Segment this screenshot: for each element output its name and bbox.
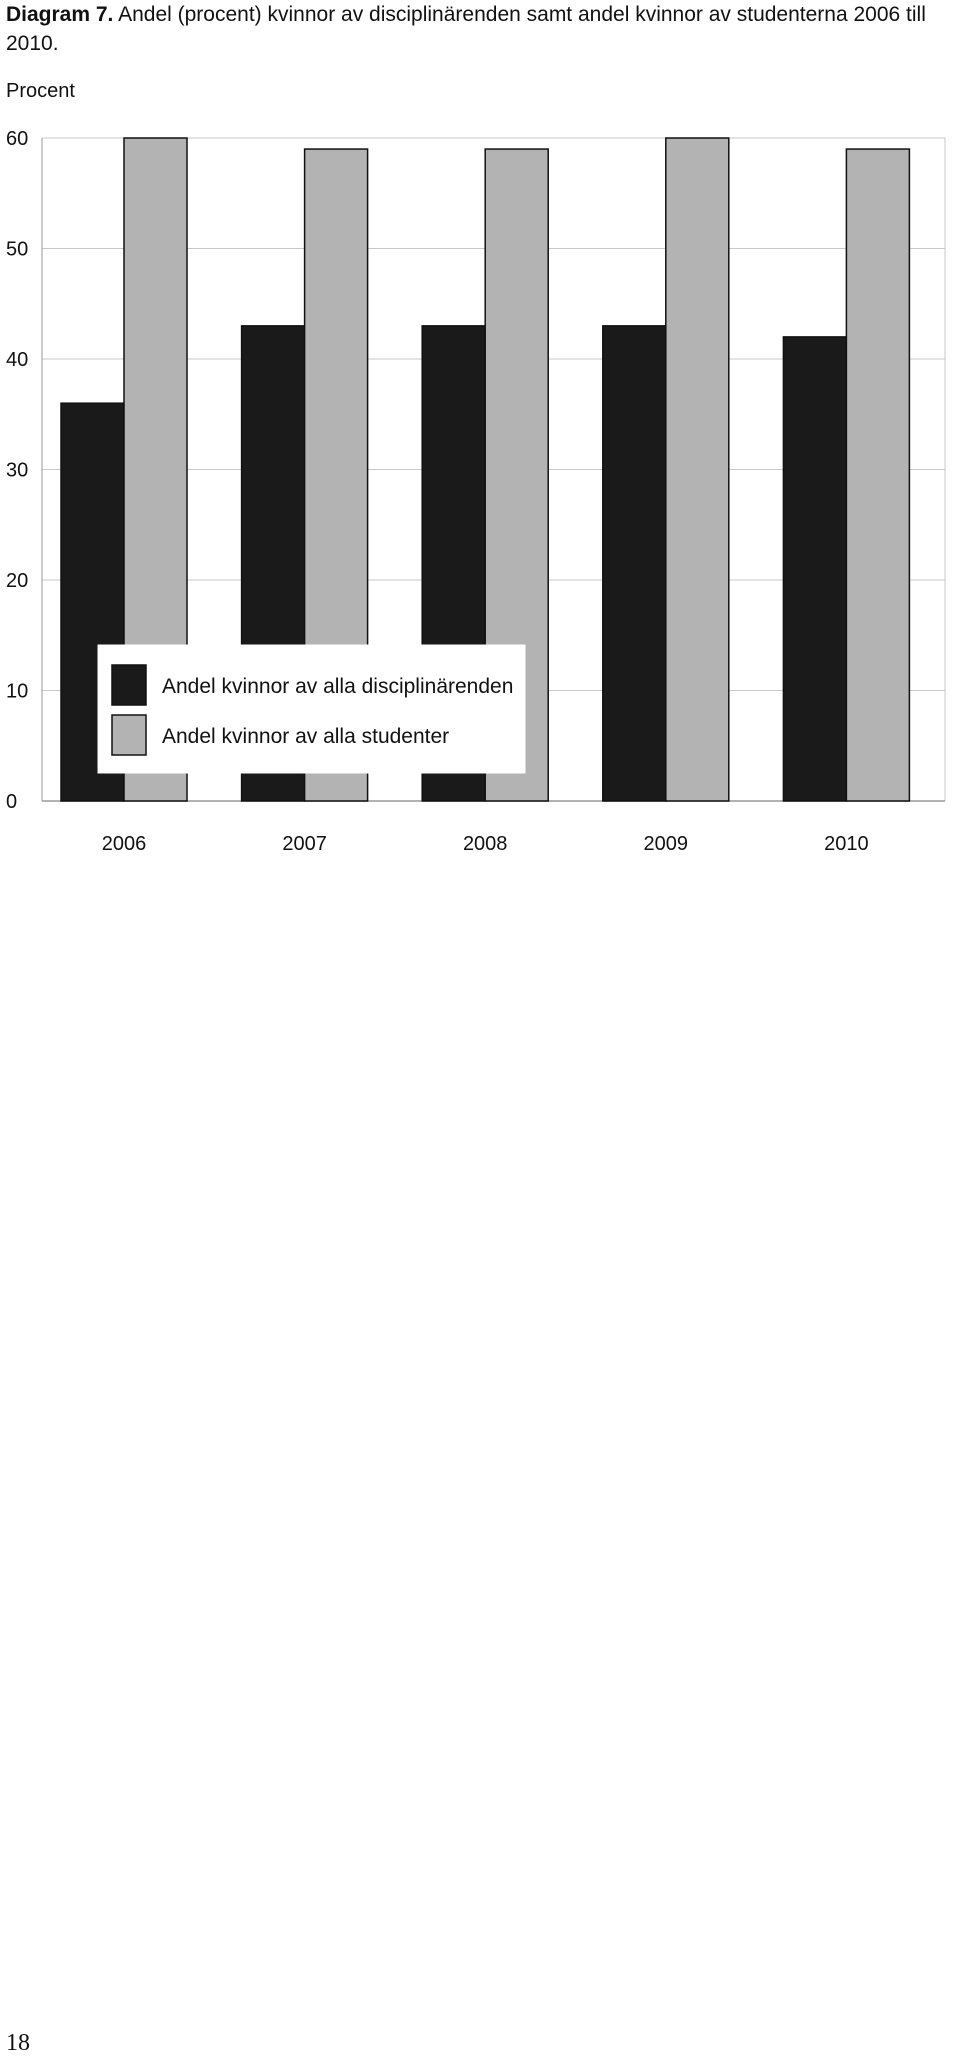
caption-lead: Diagram 7.: [6, 3, 114, 26]
y-tick-label: 20: [6, 570, 28, 592]
y-tick-label: 0: [6, 791, 17, 813]
bar-studenter: [665, 137, 730, 802]
y-tick-label: 60: [6, 128, 28, 150]
y-tick-label: 30: [6, 460, 28, 482]
caption-text: Andel (procent) kvinnor av disciplinären…: [6, 3, 926, 55]
x-tick-label: 2010: [824, 833, 869, 855]
legend-box: [97, 644, 526, 774]
y-tick-label: 10: [6, 681, 28, 703]
bar-studenter: [845, 148, 911, 802]
bar-chart: 0 10 20 30 40 50 60 2006 2007 2008 2009 2010 Andel k…: [6, 128, 946, 855]
legend-swatch: [111, 664, 147, 706]
legend-label: Andel kvinnor av alla studenter: [162, 725, 449, 748]
legend-label: Andel kvinnor av alla disciplinärenden: [162, 675, 513, 698]
x-tick-label: 2009: [644, 833, 689, 855]
bar-disciplinarenden: [782, 336, 848, 802]
legend-swatch: [111, 714, 147, 756]
bar-disciplinarenden: [602, 325, 667, 802]
y-axis-label: Procent: [6, 80, 75, 102]
x-tick-label: 2007: [282, 833, 327, 855]
x-tick-label: 2008: [463, 833, 508, 855]
page-number: 18: [6, 2030, 30, 2056]
y-tick-label: 40: [6, 349, 28, 371]
figure-caption: Diagram 7. Andel (procent) kvinnor av di…: [6, 0, 956, 58]
y-tick-label: 50: [6, 239, 28, 261]
x-tick-label: 2006: [102, 833, 147, 855]
